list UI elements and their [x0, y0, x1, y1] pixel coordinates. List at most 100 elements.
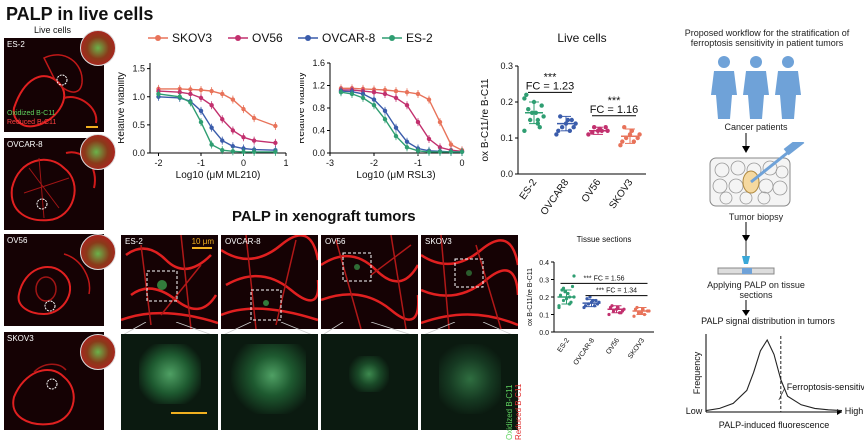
y-tick-label: 0.3 [539, 278, 549, 285]
reduced-label: Reduced B-C11 [7, 119, 57, 126]
data-point [569, 117, 574, 123]
y-tick-label: 0.1 [500, 133, 513, 143]
scale-bar [86, 126, 98, 128]
data-point-OV56 [382, 91, 388, 97]
label-es2: ES-2 [7, 40, 25, 49]
y-tick-label: 0.5 [132, 120, 145, 130]
xeno-reduced-label: Reduced B-C11 [514, 383, 523, 440]
x-category-label: OVCAR8 [539, 177, 572, 217]
chart-rsl3: 0.0 0.4 0.8 1.2 1.6 -3 -2 -1 0 Log10 (μM RSL3) Rel… [300, 58, 465, 181]
data-point [557, 304, 561, 308]
data-point [554, 132, 559, 137]
x-low-label: Low [686, 406, 703, 416]
arrow-down-icon [742, 133, 750, 153]
xeno-scalebar [192, 247, 212, 249]
significance-annotation: *** [608, 95, 622, 107]
xeno-zoom-ovcar8 [221, 334, 318, 430]
data-point [570, 284, 575, 289]
xeno-label-skov3: SKOV3 [425, 237, 452, 246]
chart-title: Tissue sections [577, 235, 632, 244]
xeno-es2: ES-2 10 μm [121, 235, 218, 329]
chart-palp-distribution: PALP signal distribution in tumors Freque… [686, 316, 864, 430]
data-point [631, 139, 637, 144]
data-point [561, 298, 566, 303]
y-tick-label: 0.0 [312, 148, 325, 158]
data-point-ES-2 [404, 145, 410, 150]
data-point [588, 295, 592, 299]
data-point-SKOV3 [415, 91, 421, 97]
data-point-OV56 [220, 117, 225, 122]
x-category-label: OV56 [580, 177, 604, 205]
data-point-SKOV3 [220, 91, 225, 97]
xeno-label-ovcar8: OVCAR-8 [225, 237, 261, 246]
threshold-label: Ferroptosis-sensitive [787, 382, 864, 392]
data-point-OV56 [273, 140, 278, 146]
xeno-scalebar-label: 10 μm [191, 237, 214, 246]
y-tick-label: 0.2 [539, 295, 549, 302]
data-point [641, 307, 645, 311]
y-tick-label: 1.2 [312, 81, 325, 91]
series-line-OV56 [158, 90, 276, 144]
data-point [607, 312, 611, 317]
label-skov3: SKOV3 [7, 334, 34, 343]
data-point [622, 125, 627, 130]
zoom-scale-bar [171, 412, 207, 414]
y-tick-label: 0.2 [500, 97, 513, 107]
xeno-ov56: OV56 [321, 235, 418, 329]
title-xenograft: PALP in xenograft tumors [232, 208, 416, 225]
zoom-inset-ovcar8 [80, 134, 116, 170]
chart-live-ratio: Live cells 0.0 0.1 0.2 0.3 ox B-C11/re B-C11 E… [480, 31, 646, 217]
data-point-SKOV3 [209, 88, 214, 94]
legend-es2: ES-2 [382, 31, 433, 45]
distribution-curve [705, 338, 843, 412]
data-point-ES-2 [177, 94, 182, 99]
y-tick-label: 0.0 [132, 148, 145, 158]
data-point-ES-2 [338, 90, 344, 95]
chart-title: PALP signal distribution in tumors [701, 316, 835, 326]
data-point [559, 125, 565, 130]
arrow-down-icon-3 [742, 300, 750, 316]
data-point-ES-2 [241, 149, 246, 155]
significance-annotation: FC = 1.16 [590, 104, 639, 116]
zoom-inset-ov56 [80, 234, 116, 270]
chart-tissue-ratio: Tissue sections 0.0 0.1 0.2 0.3 0.4 ox B-C11/r… [527, 235, 654, 367]
x-axis-label: PALP-induced fluorescence [719, 420, 829, 430]
data-point [629, 128, 635, 133]
legend-ov56: OV56 [228, 31, 283, 45]
data-point [524, 92, 529, 98]
data-point-ES-2 [198, 119, 204, 125]
data-point [565, 117, 571, 123]
data-point-OV56 [188, 91, 193, 97]
data-point [618, 143, 623, 148]
data-point-OVCAR-8 [382, 108, 388, 114]
x-tick-label: -1 [197, 158, 205, 168]
series-line-SKOV3 [158, 88, 276, 127]
data-point [556, 128, 561, 133]
data-point-SKOV3 [393, 88, 399, 94]
data-point-SKOV3 [198, 87, 204, 93]
data-point-ES-2 [156, 91, 161, 97]
data-point [571, 125, 576, 130]
data-point-OVCAR-8 [220, 138, 225, 143]
step-applying-palp: Applying PALP on tissue sections [707, 280, 805, 300]
biopsy-icon [709, 142, 805, 207]
data-point [527, 117, 533, 123]
data-point-OV56 [415, 119, 421, 125]
y-tick-label: 0.0 [500, 169, 513, 179]
x-tick-label: -2 [370, 158, 378, 168]
data-point [620, 139, 625, 144]
patients-icon [711, 56, 801, 119]
y-tick-label: 0.3 [500, 61, 513, 71]
data-point [561, 286, 566, 290]
series-line-OVCAR-8 [158, 96, 276, 151]
y-tick-label: 0.8 [312, 103, 325, 113]
oxidized-label: Oxidized B-C11 [7, 110, 56, 117]
data-point-SKOV3 [426, 97, 432, 102]
data-point [573, 121, 578, 126]
legend-ovcar8: OVCAR-8 [298, 31, 375, 45]
data-point-ES-2 [251, 149, 257, 155]
x-category-label: OVCAR-8 [573, 337, 597, 367]
data-point-OV56 [404, 102, 410, 108]
data-point-ES-2 [459, 149, 465, 155]
data-point-OV56 [371, 90, 377, 95]
